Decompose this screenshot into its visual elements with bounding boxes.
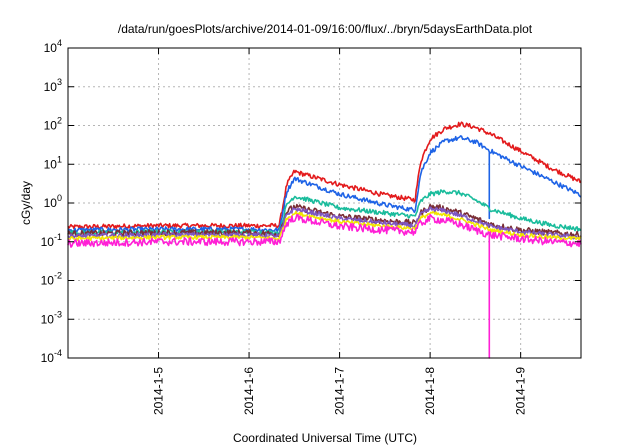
series-line-5 — [67, 206, 582, 240]
x-tick-label: 2014-1-9 — [514, 367, 528, 415]
series-line-2 — [67, 135, 582, 234]
y-tick-label: 101 — [44, 154, 62, 171]
y-tick-label: 100 — [44, 193, 62, 210]
y-tick-label: 10-4 — [41, 348, 62, 365]
y-tick-label: 10-1 — [41, 232, 62, 249]
y-tick-label: 103 — [44, 77, 62, 94]
series-line-1 — [67, 121, 582, 230]
y-tick-label: 10-3 — [41, 309, 62, 326]
x-axis-label: Coordinated Universal Time (UTC) — [233, 431, 417, 445]
x-axis: 2014-1-5 2014-1-6 2014-1-7 2014-1-8 2014-1-9 — [152, 48, 528, 415]
y-axis-label: cGy/day — [19, 181, 33, 225]
y-tick-label: 10-2 — [41, 271, 62, 288]
x-tick-label: 2014-1-5 — [152, 367, 166, 415]
y-tick-label: 104 — [44, 38, 62, 55]
series-line-7 — [67, 213, 582, 359]
x-tick-label: 2014-1-8 — [423, 367, 437, 415]
x-tick-label: 2014-1-6 — [242, 367, 256, 415]
x-tick-label: 2014-1-7 — [333, 367, 347, 415]
series-layer — [67, 121, 582, 359]
y-tick-label: 102 — [44, 116, 62, 133]
chart-title: /data/run/goesPlots/archive/2014-01-09/1… — [118, 22, 533, 36]
